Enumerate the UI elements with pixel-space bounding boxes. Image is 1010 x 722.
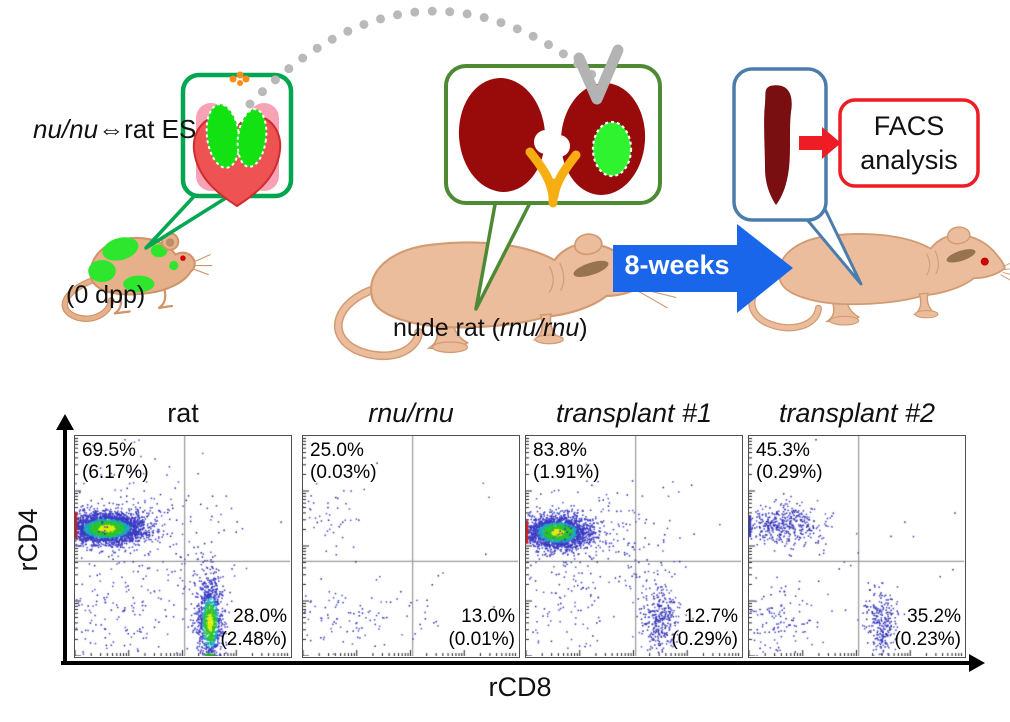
quadrant-stat-upper-left: 83.8% (1.91%) <box>533 440 600 484</box>
quadrant-stat-upper-left: 69.5% (6.17%) <box>82 440 149 484</box>
y-axis-label: rCD4 <box>13 508 43 572</box>
transfer-arrowhead-icon <box>573 44 624 105</box>
y-axis-arrowhead-icon <box>56 414 74 430</box>
spleen-icon <box>764 85 792 205</box>
scatter-canvas-rat <box>75 436 290 656</box>
facs-plot-rnu-rnu: 25.0% (0.03%) 13.0% (0.01%) <box>302 435 520 658</box>
facs-analysis-box <box>838 98 980 188</box>
x-axis-line <box>61 661 973 665</box>
quadrant-stat-lower-right: 35.2% (0.23%) <box>894 606 961 650</box>
facs-analysis-label: FACS analysis <box>860 111 958 175</box>
thymus-lobe-right-icon <box>236 108 268 168</box>
eight-weeks-label: 8-weeks <box>624 250 730 280</box>
kidney-inset-callout <box>444 64 662 311</box>
plot-title-rat: rat <box>167 398 199 428</box>
plot-title-transplant-2: transplant #2 <box>778 398 936 428</box>
quadrant-stat-upper-left: 25.0% (0.03%) <box>310 440 377 484</box>
x-axis-arrowhead-icon <box>969 654 985 672</box>
quadrant-stat-lower-right: 12.7% (0.29%) <box>671 606 738 650</box>
quadrant-stat-lower-right: 28.0% (2.48%) <box>220 606 287 650</box>
y-axis-line <box>63 429 67 665</box>
scatter-canvas-rnu-rnu <box>303 436 518 656</box>
spleen-inset-callout <box>732 67 863 286</box>
thymus-top-vessel-icon <box>229 71 250 86</box>
quadrant-stat-upper-left: 45.3% (0.29%) <box>756 440 823 484</box>
graft-on-kidney-icon <box>591 120 633 178</box>
thymus-inset-callout <box>144 71 294 250</box>
chimera-label: nu/nu⇔rat ES <box>33 114 197 144</box>
facs-plot-transplant-2: 45.3% (0.29%) 35.2% (0.23%) <box>748 435 966 658</box>
facs-plot-transplant-1: 83.8% (1.91%) 12.7% (0.29%) <box>525 435 743 658</box>
chimeric-mouse-icon <box>61 232 213 322</box>
plot-title-transplant-1: transplant #1 <box>555 398 713 428</box>
nude-rat-label: nude rat (rnu/rnu) <box>393 314 588 342</box>
facs-plot-rat: 69.5% (6.17%) 28.0% (2.48%) <box>74 435 292 658</box>
kidney-left-icon <box>458 78 546 192</box>
quadrant-stat-lower-right: 13.0% (0.01%) <box>448 606 515 650</box>
dpp-label: (0 dpp) <box>66 281 146 309</box>
scatter-canvas-transplant-2 <box>749 436 964 656</box>
nude-rat-after-icon <box>752 227 1010 328</box>
plot-title-rnu-rnu: rnu/rnu <box>368 398 454 428</box>
experiment-schematic <box>61 6 1010 400</box>
renal-vessels-icon <box>525 147 581 208</box>
eight-weeks-arrow <box>613 224 793 313</box>
scatter-canvas-transplant-1 <box>526 436 741 656</box>
to-facs-arrow <box>799 127 841 159</box>
x-axis-label: rCD8 <box>488 672 552 702</box>
